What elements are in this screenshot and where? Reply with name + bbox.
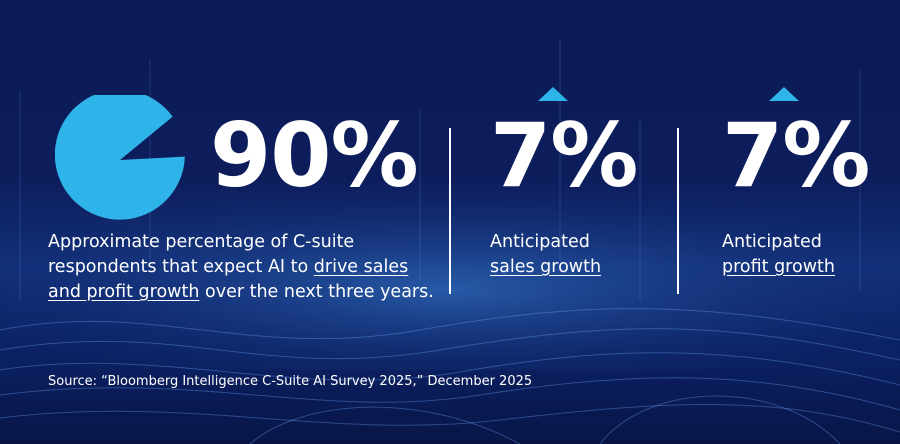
- main-stat-value: 90%: [210, 104, 419, 207]
- source-note: Source: “Bloomberg Intelligence C-Suite …: [48, 374, 533, 389]
- description-text-end: over the next three years.: [199, 282, 434, 302]
- drive-growth-link[interactable]: drive sales and profit growth: [48, 257, 409, 302]
- up-triangle-icon: [538, 87, 568, 101]
- profit-growth-value: 7%: [722, 104, 870, 207]
- pie-chart-90-percent: [55, 95, 185, 220]
- profit-growth-link[interactable]: profit growth: [722, 257, 835, 277]
- profit-growth-label: Anticipated profit growth: [722, 230, 835, 280]
- sales-growth-label: Anticipated sales growth: [490, 230, 601, 280]
- divider: [677, 128, 679, 294]
- label-line: Anticipated: [490, 232, 590, 252]
- label-line: Anticipated: [722, 232, 822, 252]
- pie-slice: [55, 95, 185, 220]
- description-text: Approximate percentage of C-suite respon…: [48, 232, 355, 277]
- sales-growth-value: 7%: [490, 104, 638, 207]
- divider: [449, 128, 451, 294]
- up-triangle-icon: [769, 87, 799, 101]
- sales-growth-link[interactable]: sales growth: [490, 257, 602, 277]
- main-stat-description: Approximate percentage of C-suite respon…: [48, 230, 438, 305]
